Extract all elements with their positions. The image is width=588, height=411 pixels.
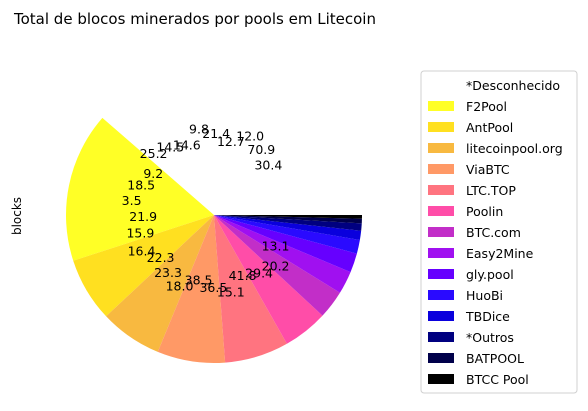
pct-label: 21.9 [129, 209, 157, 224]
legend-swatch-f2pool [428, 101, 454, 111]
pct-label: 9.2 [143, 166, 163, 181]
legend-label-easy2mine: Easy2Mine [466, 246, 534, 261]
percentage-labels: 30.470.912.012.721.49.814.614.525.29.218… [122, 121, 290, 299]
legend-swatch-huobi [428, 290, 454, 300]
pie-slice-antpool [73, 215, 215, 317]
pie-slice-litecoinpool-org [106, 215, 214, 352]
pct-label: 15.1 [217, 284, 245, 299]
legend-label-ltc-top: LTC.TOP [466, 183, 516, 198]
legend-label-desconhecido: *Desconhecido [466, 78, 560, 93]
pie-slice-outros [214, 215, 362, 231]
pie-slice-viabtc [157, 215, 226, 364]
legend: *Desconhecido F2Pool AntPool litecoinpool.o… [420, 70, 578, 394]
legend-swatch-litecoinpool-org [428, 143, 454, 153]
legend-swatch-desconhecido [428, 80, 454, 90]
legend-label-f2pool: F2Pool [466, 99, 507, 114]
legend-label-poolin: Poolin [466, 204, 503, 219]
legend-label-btc-com: BTC.com [466, 225, 521, 240]
pie-slice-batpool [214, 215, 362, 224]
pie-slice-f2pool [65, 117, 215, 261]
pie-slice-gly-pool [214, 215, 357, 273]
legend-swatch-antpool [428, 122, 454, 132]
legend-swatch-btc-com [428, 227, 454, 237]
pie-slice-btcc-pool [214, 215, 362, 219]
pct-label: 14.5 [156, 140, 184, 155]
pct-label: 38.5 [185, 272, 213, 287]
pct-label: 41.8 [229, 268, 257, 283]
legend-swatch-ltc-top [428, 185, 454, 195]
legend-label-outros: *Outros [466, 330, 514, 345]
legend-label-tbdice: TBDice [465, 309, 510, 324]
pct-label: 18.5 [127, 178, 155, 193]
pct-label: 36.5 [199, 280, 227, 295]
legend-label-litecoinpool-org: litecoinpool.org [466, 141, 563, 156]
pct-label: 12.0 [236, 128, 264, 143]
pie-slice-desconhecido [102, 67, 363, 215]
legend-swatch-gly-pool [428, 269, 454, 279]
legend-swatch-viabtc [428, 164, 454, 174]
legend-label-btcc-pool: BTCC Pool [466, 372, 529, 387]
pct-label: 9.8 [189, 121, 209, 136]
legend-label-antpool: AntPool [466, 120, 513, 135]
pie-slice-ltc-top [214, 215, 287, 363]
pct-label: 30.4 [254, 157, 282, 172]
pct-label: 12.7 [217, 134, 245, 149]
pct-label: 21.4 [202, 126, 230, 141]
legend-swatch-btcc-pool [428, 374, 454, 384]
y-axis-label: blocks [10, 197, 24, 235]
pct-label: 29.4 [245, 266, 273, 281]
legend-label-huobi: HuoBi [466, 288, 503, 303]
legend-swatch-tbdice [428, 311, 454, 321]
pct-label: 25.2 [140, 146, 168, 161]
pct-label: 3.5 [122, 193, 142, 208]
legend-swatch-outros [428, 332, 454, 342]
pie-slice-btc-com [214, 215, 340, 316]
pie-slice-huobi [214, 215, 360, 254]
pct-label: 20.2 [262, 259, 290, 274]
pct-label: 70.9 [247, 142, 275, 157]
pie-slice-tbdice [214, 215, 362, 240]
legend-label-viabtc: ViaBTC [466, 162, 510, 177]
legend-swatch-poolin [428, 206, 454, 216]
legend-frame [420, 70, 578, 394]
pct-label: 23.3 [154, 265, 182, 280]
pct-label: 14.6 [173, 137, 201, 152]
pie-slices [65, 67, 363, 364]
pie-slice-easy2mine [214, 215, 351, 293]
pie-slice-poolin [214, 215, 323, 344]
pct-label: 22.3 [147, 250, 175, 265]
pct-label: 13.1 [262, 239, 290, 254]
legend-swatch-batpool [428, 353, 454, 363]
pct-label: 16.4 [128, 244, 156, 259]
pct-label: 18.0 [166, 279, 194, 294]
legend-label-batpool: BATPOOL [466, 351, 524, 366]
legend-swatch-easy2mine [428, 248, 454, 258]
pct-label: 15.9 [126, 226, 154, 241]
chart-title: Total de blocos minerados por pools em L… [13, 10, 376, 28]
legend-label-gly-pool: gly.pool [466, 267, 514, 282]
